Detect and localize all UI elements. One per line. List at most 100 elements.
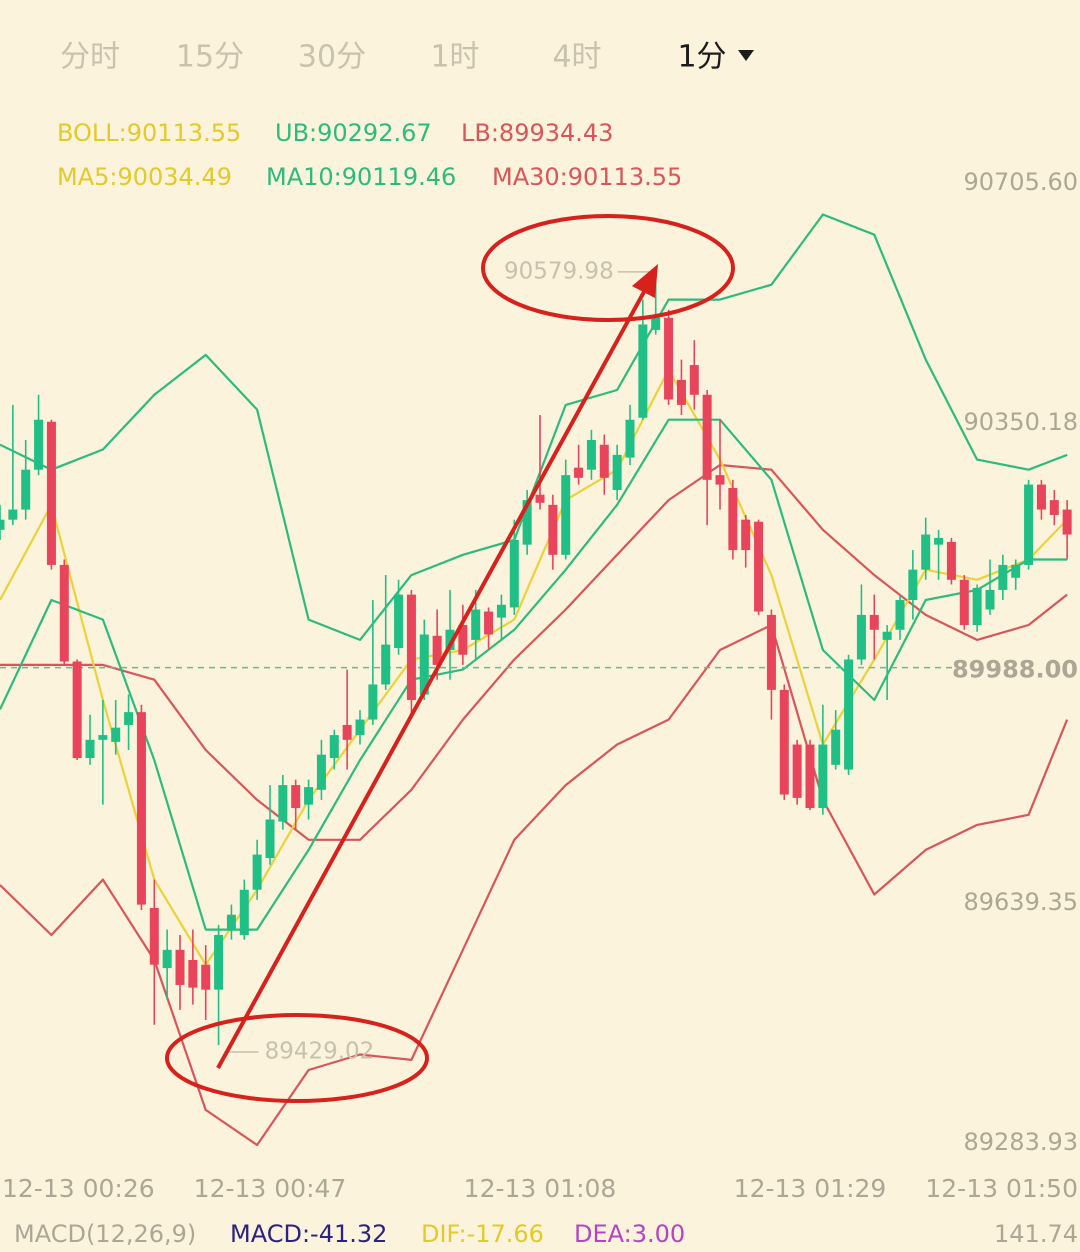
candle-body [972, 587, 982, 626]
candle-body [586, 440, 596, 470]
y-tick-label: 90350.18 [963, 408, 1078, 436]
candle-body [226, 914, 236, 930]
candle-body [676, 379, 686, 405]
candle-body [381, 644, 391, 685]
timeframe-tab[interactable]: 15分 [176, 40, 244, 75]
candle-body [638, 324, 648, 418]
candle-body [124, 712, 134, 725]
y-tick-label: 90705.60 [963, 168, 1078, 196]
candle-body [908, 569, 918, 601]
indicator-legend: MA30:90113.55 [492, 163, 682, 191]
candle-body [779, 689, 789, 795]
candle-body [844, 659, 854, 770]
candle-body [882, 631, 892, 640]
candle-body [214, 934, 224, 990]
candle-body [46, 421, 56, 565]
candle-body [1049, 500, 1059, 515]
candle-body [471, 609, 481, 640]
candle-body [111, 727, 121, 742]
candle-body [728, 487, 738, 551]
candle-body [304, 787, 314, 805]
macd-legend: 141.74 [994, 1220, 1078, 1248]
candle-body [278, 785, 288, 822]
candle-body [85, 739, 95, 759]
candle-body [72, 661, 82, 759]
candle-body [394, 594, 404, 648]
candle-body [445, 629, 455, 651]
x-tick-label: 12-13 01:08 [464, 1174, 617, 1203]
candle-body [805, 744, 815, 809]
macd-legend: MACD:-41.32 [230, 1220, 387, 1248]
candle-body [651, 317, 661, 330]
candle-body [188, 959, 198, 988]
candle-body [625, 419, 635, 458]
candle-body [458, 625, 468, 655]
candle-body [175, 949, 185, 985]
candle-body [792, 744, 802, 798]
arrow-head [632, 264, 658, 298]
candle-body [1062, 509, 1072, 535]
indicator-legend: MA10:90119.46 [266, 163, 456, 191]
candle-body [856, 614, 866, 660]
candle-body [252, 854, 262, 890]
candle-body [265, 819, 275, 858]
candle-body [1011, 564, 1021, 578]
y-tick-label: 89283.93 [963, 1128, 1078, 1156]
timeframe-tab[interactable]: 分时 [60, 40, 120, 75]
candle-body [149, 907, 159, 965]
candle-body [561, 475, 571, 555]
macd-legend: MACD(12,26,9) [14, 1220, 196, 1248]
candle-body [921, 534, 931, 570]
highlight-ellipse [165, 1013, 429, 1103]
low-price-label: 89429.02 [265, 1039, 375, 1065]
timeframe-tab[interactable]: 1分 [677, 40, 726, 75]
candle-body [998, 564, 1008, 590]
candle-body [522, 500, 532, 545]
candle-body [702, 394, 712, 480]
candle-body [201, 964, 211, 990]
candle-body [368, 684, 378, 720]
x-tick-label: 12-13 00:26 [2, 1174, 155, 1203]
candle-body [612, 454, 622, 490]
candle-body [329, 735, 339, 759]
y-tick-label: 89639.35 [963, 888, 1078, 916]
candle-body [316, 754, 326, 790]
candle-body [895, 600, 905, 630]
indicator-line [0, 418, 1068, 931]
candle-body [664, 317, 674, 400]
candle-body [831, 729, 841, 765]
candle-body [162, 949, 172, 969]
timeframe-tab[interactable]: 1时 [430, 40, 479, 75]
plot-area: 90579.98 89429.02 [0, 213, 1072, 1147]
candle-body [0, 519, 5, 530]
timeframe-tab[interactable]: 4时 [552, 40, 601, 75]
candle-body [548, 504, 558, 555]
candle-body [419, 634, 429, 695]
dropdown-caret [738, 50, 754, 61]
macd-legend: DEA:3.00 [574, 1220, 685, 1248]
candle-body [496, 604, 506, 618]
last-price-label: 89988.00 [952, 656, 1078, 684]
indicator-legend: BOLL:90113.55 [57, 119, 241, 147]
x-tick-label: 12-13 01:29 [734, 1174, 887, 1203]
indicator-line [0, 623, 1069, 1147]
candle-body [869, 614, 879, 630]
candle-body [946, 541, 956, 580]
candle-body [818, 744, 828, 809]
x-tick-label: 12-13 00:47 [194, 1174, 347, 1203]
candle-body [21, 469, 31, 510]
candle-body [432, 635, 442, 665]
candle-body [406, 594, 416, 700]
indicator-legend: MA5:90034.49 [57, 163, 232, 191]
timeframe-tab[interactable]: 30分 [298, 40, 366, 75]
candle-body [599, 444, 609, 478]
candle-body [509, 539, 519, 608]
highlight-ellipse [481, 214, 735, 322]
high-price-label: 90579.98 [504, 258, 614, 284]
candle-body [8, 509, 18, 520]
candle-body [741, 519, 751, 551]
trend-arrow [216, 289, 647, 1069]
x-tick-label: 12-13 01:50 [925, 1174, 1078, 1203]
candle-body [959, 579, 969, 626]
